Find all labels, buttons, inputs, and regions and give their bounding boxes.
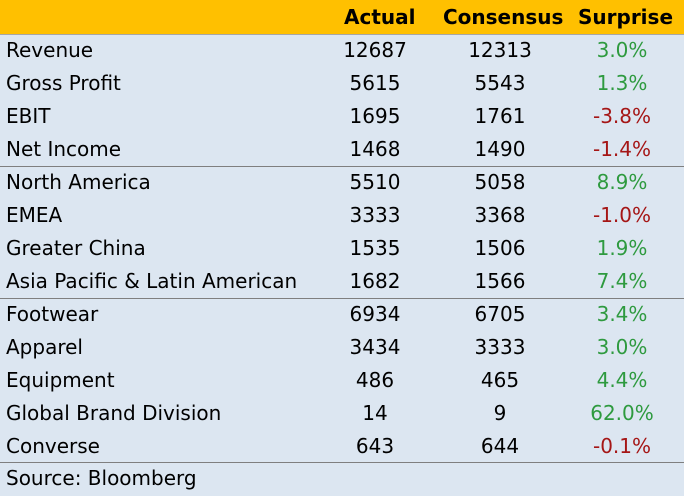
surprise-value: 1.9% (596, 236, 648, 260)
consensus-value: 5543 (474, 71, 526, 95)
surprise-value: -1.0% (592, 203, 652, 227)
table-row: Asia Pacific & Latin American 1682 1566 7.4… (0, 265, 684, 298)
row-label: Gross Profit (6, 71, 121, 95)
row-label: Net Income (6, 137, 122, 161)
table-row: Converse 643 644 -0.1% (0, 430, 684, 463)
consensus-value: 1566 (474, 269, 526, 293)
table-row: Footwear 6934 6705 3.4% (0, 298, 684, 331)
row-label: North America (6, 170, 151, 194)
actual-value: 1695 (349, 104, 401, 128)
table-row: EMEA 3333 3368 -1.0% (0, 199, 684, 232)
surprise-value: 3.0% (596, 335, 648, 359)
table-row: Greater China 1535 1506 1.9% (0, 232, 684, 265)
row-label: Greater China (6, 236, 146, 260)
consensus-value: 644 (480, 434, 520, 458)
surprise-value: -3.8% (592, 104, 652, 128)
actual-value: 1535 (349, 236, 401, 260)
actual-value: 12687 (343, 38, 407, 62)
group-divider (0, 298, 684, 299)
consensus-value: 12313 (468, 38, 532, 62)
row-label: EMEA (6, 203, 63, 227)
row-label: Apparel (6, 335, 83, 359)
consensus-value: 6705 (474, 302, 526, 326)
row-label: Global Brand Division (6, 401, 222, 425)
consensus-value: 1761 (474, 104, 526, 128)
actual-value: 1682 (349, 269, 401, 293)
group-divider (0, 462, 684, 463)
table-row: North America 5510 5058 8.9% (0, 166, 684, 199)
header-consensus: Consensus (443, 5, 564, 29)
surprise-value: 3.4% (596, 302, 648, 326)
source-note: Source: Bloomberg (6, 466, 197, 490)
table-row: Global Brand Division 14 9 62.0% (0, 397, 684, 430)
row-label: Converse (6, 434, 100, 458)
row-label: Revenue (6, 38, 94, 62)
consensus-value: 3368 (474, 203, 526, 227)
consensus-value: 9 (493, 401, 507, 425)
header-row: Actual Consensus Surprise (0, 0, 684, 35)
actual-value: 486 (355, 368, 395, 392)
actual-value: 3434 (349, 335, 401, 359)
actual-value: 14 (362, 401, 388, 425)
surprise-value: 8.9% (596, 170, 648, 194)
consensus-value: 5058 (474, 170, 526, 194)
surprise-value: 1.3% (596, 71, 648, 95)
table-row: Equipment 486 465 4.4% (0, 364, 684, 397)
surprise-value: 7.4% (596, 269, 648, 293)
consensus-value: 1490 (474, 137, 526, 161)
row-label: Equipment (6, 368, 115, 392)
consensus-value: 1506 (474, 236, 526, 260)
group-divider (0, 166, 684, 167)
header-surprise: Surprise (578, 5, 674, 29)
surprise-value: 4.4% (596, 368, 648, 392)
surprise-value: 62.0% (590, 401, 654, 425)
table-row: Net Income 1468 1490 -1.4% (0, 133, 684, 166)
actual-value: 5510 (349, 170, 401, 194)
table-row: EBIT 1695 1761 -3.8% (0, 100, 684, 133)
actual-value: 1468 (349, 137, 401, 161)
actual-value: 643 (355, 434, 395, 458)
row-label: EBIT (6, 104, 51, 128)
row-label: Asia Pacific & Latin American (6, 269, 298, 293)
surprise-value: 3.0% (596, 38, 648, 62)
actual-value: 5615 (349, 71, 401, 95)
surprise-value: -0.1% (592, 434, 652, 458)
table-row: Apparel 3434 3333 3.0% (0, 331, 684, 364)
row-label: Footwear (6, 302, 99, 326)
actual-value: 6934 (349, 302, 401, 326)
surprise-value: -1.4% (592, 137, 652, 161)
consensus-value: 465 (480, 368, 520, 392)
consensus-value: 3333 (474, 335, 526, 359)
actual-value: 3333 (349, 203, 401, 227)
table-row: Gross Profit 5615 5543 1.3% (0, 67, 684, 100)
header-actual: Actual (344, 5, 416, 29)
table-row: Revenue 12687 12313 3.0% (0, 34, 684, 67)
